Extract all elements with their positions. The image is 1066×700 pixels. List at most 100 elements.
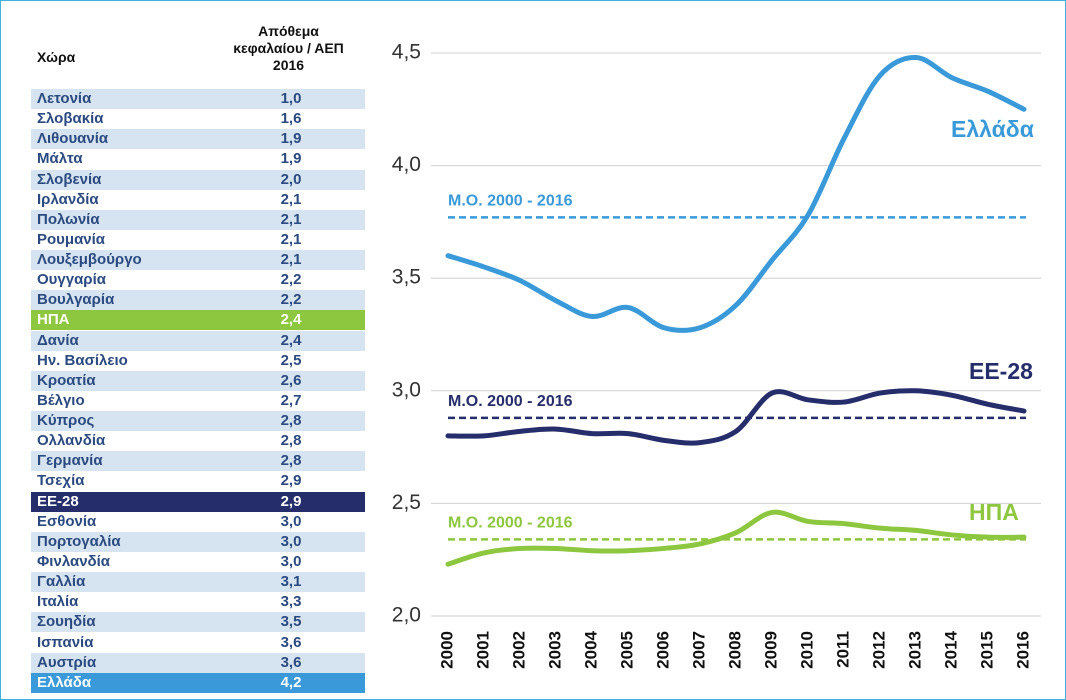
value: 4,2 — [280, 673, 302, 691]
x-tick-label: 2012 — [869, 631, 888, 669]
value: 1,6 — [280, 110, 302, 128]
table-row: Πολωνία 2,1 — [31, 209, 365, 230]
table-row: Αυστρία 3,6 — [31, 652, 365, 673]
country: Ρουμανία — [37, 230, 106, 248]
value: 2,7 — [280, 391, 302, 409]
value: 2,1 — [280, 210, 302, 228]
value: 2,2 — [280, 291, 302, 309]
country: Λετονία — [37, 90, 92, 107]
value: 2,0 — [280, 170, 302, 188]
table-row: Σουηδία 3,5 — [31, 612, 365, 633]
mean-label: Μ.Ο. 2000 - 2016 — [448, 515, 573, 532]
country: Κροατία — [37, 371, 96, 389]
country: Σλοβενία — [37, 170, 102, 188]
value: 2,8 — [280, 452, 302, 470]
country: Λουξεμβούργο — [37, 251, 142, 269]
table-row: Ιρλανδία 2,1 — [31, 189, 365, 210]
value: 2,2 — [280, 271, 302, 289]
value: 1,9 — [280, 150, 302, 168]
x-tick-label: 2013 — [905, 631, 924, 669]
table-row: Πορτογαλία 3,0 — [31, 531, 365, 552]
value: 3,6 — [280, 633, 302, 651]
country: Εσθονία — [37, 512, 97, 530]
x-tick-label: 2010 — [797, 631, 816, 669]
table-row: Λετονία 1,0 — [31, 89, 365, 109]
table-row: Λιθουανία 1,9 — [31, 129, 365, 150]
header-line: κεφαλαίου / ΑΕΠ — [233, 40, 344, 56]
table-row: ΗΠΑ 2,4 — [31, 310, 365, 331]
table-row: Φινλανδία 3,0 — [31, 551, 365, 572]
value: 2,1 — [280, 230, 302, 248]
table-row: Γαλλία 3,1 — [31, 572, 365, 593]
x-tick-label: 2015 — [977, 631, 996, 669]
value: 3,3 — [280, 593, 302, 611]
x-tick-label: 2009 — [761, 631, 780, 669]
table-row: Τσεχία 2,9 — [31, 471, 365, 492]
y-tick-label: 2,5 — [392, 491, 421, 514]
country: Λιθουανία — [37, 130, 109, 148]
table-row: Ισπανία 3,6 — [31, 632, 365, 653]
x-tick-label: 2016 — [1013, 631, 1032, 669]
table-header: Απόθεμα κεφαλαίου / ΑΕΠ 2016 — [201, 23, 376, 74]
table-row: Ολλανδία 2,8 — [31, 431, 365, 452]
x-tick-label: 2006 — [653, 631, 672, 669]
country: Γαλλία — [37, 573, 86, 591]
series-line — [445, 509, 1027, 567]
y-tick-label: 4,5 — [392, 41, 421, 64]
value: 3,0 — [280, 552, 302, 570]
table-row: Βέλγιο 2,7 — [31, 390, 365, 411]
y-tick-label: 4,0 — [392, 153, 421, 176]
header-line: 2016 — [272, 57, 305, 73]
table-row: Ουγγαρία 2,2 — [31, 270, 365, 291]
x-tick-label: 2008 — [725, 631, 744, 669]
series-label: Ελλάδα — [951, 116, 1034, 142]
table-row: ΕΕ-28 2,9 — [31, 491, 365, 512]
country: Δανία — [37, 331, 79, 349]
value: 3,5 — [280, 613, 302, 631]
value: 2,4 — [280, 331, 302, 349]
country: Γερμανία — [37, 452, 103, 470]
country: Φινλανδία — [37, 552, 111, 570]
mean-label: Μ.Ο. 2000 - 2016 — [448, 193, 573, 210]
country: Βουλγαρία — [37, 291, 115, 309]
series-line — [445, 55, 1027, 333]
country: Τσεχία — [37, 472, 85, 490]
table-row: Κροατία 2,6 — [31, 370, 365, 391]
table-row: Μάλτα 1,9 — [31, 149, 365, 170]
country: Αυστρία — [37, 653, 97, 671]
value: 3,0 — [280, 512, 302, 530]
value: 2,8 — [280, 432, 302, 450]
country: ΕΕ-28 — [37, 492, 79, 510]
country: Ιταλία — [37, 593, 79, 611]
country: Ουγγαρία — [37, 271, 106, 289]
value: 3,0 — [280, 532, 302, 550]
country: Κύπρος — [37, 412, 95, 430]
x-tick-label: 2000 — [437, 631, 456, 669]
table-row: Κύπρος 2,8 — [31, 411, 365, 432]
table-header: Χώρα — [37, 49, 76, 65]
x-tick-label: 2004 — [581, 630, 600, 668]
x-tick-label: 2014 — [941, 630, 960, 668]
table-row: Ελλάδα 4,2 — [31, 672, 365, 693]
country: Βέλγιο — [37, 391, 85, 409]
value: 2,9 — [280, 492, 302, 510]
country: Ην. Βασίλειο — [37, 351, 128, 369]
country: Σουηδία — [37, 613, 96, 631]
table-row: Εσθονία 3,0 — [31, 511, 365, 532]
country: Ισπανία — [37, 633, 94, 651]
value: 2,5 — [280, 351, 302, 369]
series-label: ΗΠΑ — [969, 499, 1019, 525]
mean-label: Μ.Ο. 2000 - 2016 — [448, 393, 573, 410]
country: Μάλτα — [37, 150, 83, 168]
value: 3,6 — [280, 653, 302, 671]
y-tick-label: 3,0 — [392, 378, 421, 401]
x-tick-label: 2007 — [689, 631, 708, 669]
country: Σλοβακία — [37, 110, 104, 128]
header-line: Απόθεμα — [258, 23, 319, 39]
table-row: Γερμανία 2,8 — [31, 451, 365, 472]
table-row: Βουλγαρία 2,2 — [31, 290, 365, 311]
value: 2,8 — [280, 412, 302, 430]
table-row: Σλοβακία 1,6 — [31, 109, 365, 130]
